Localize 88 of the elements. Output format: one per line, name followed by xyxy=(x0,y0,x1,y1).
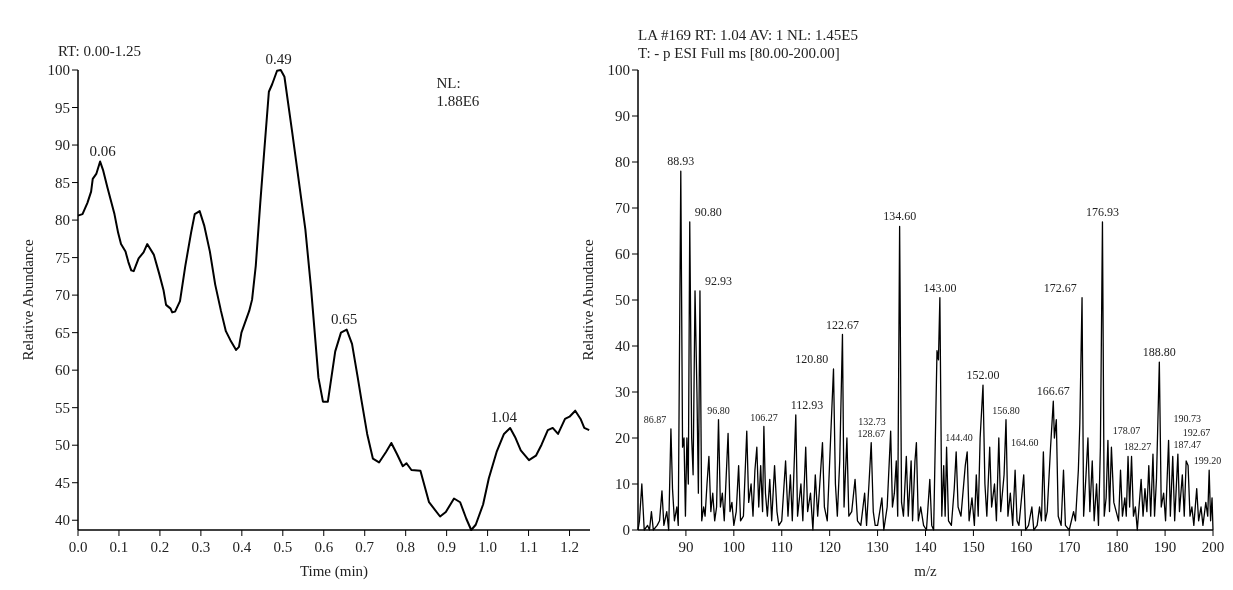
x-axis-title: Time (min) xyxy=(299,563,369,580)
annotation: 96.80 xyxy=(707,404,730,416)
y-tick-label: 55 xyxy=(55,399,70,416)
x-tick-label: 0.3 xyxy=(191,539,211,555)
y-tick-label: 10 xyxy=(615,476,630,493)
y-axis-title: Relative Abundance xyxy=(20,239,36,361)
y-tick-label: 80 xyxy=(615,154,630,171)
annotation: 166.67 xyxy=(1036,384,1070,399)
y-tick-label: 90 xyxy=(55,137,70,154)
x-tick-label: 140 xyxy=(914,539,937,555)
x-tick-label: 180 xyxy=(1105,539,1129,555)
x-tick-label: 0.8 xyxy=(396,539,416,555)
x-tick-label: 160 xyxy=(1010,539,1033,555)
x-tick-label: 0.6 xyxy=(314,539,334,555)
y-axis-title: Relative Abundance xyxy=(580,239,596,361)
annotation: 0.65 xyxy=(331,310,358,327)
x-tick-label: 90 xyxy=(678,539,694,555)
y-tick-label: 100 xyxy=(607,62,630,79)
annotation: 152.00 xyxy=(966,368,1000,383)
annotation: 86.87 xyxy=(643,413,667,425)
annotation: 106.27 xyxy=(750,411,778,423)
x-tick-label: 0.4 xyxy=(232,539,252,555)
x-tick-label: 120 xyxy=(818,539,841,555)
x-tick-label: 0.9 xyxy=(437,539,457,555)
x-tick-label: 0.7 xyxy=(355,539,375,555)
annotation: 0.06 xyxy=(89,142,117,159)
annotation: 176.93 xyxy=(1085,204,1119,219)
x-axis-title: m/z xyxy=(914,563,938,579)
y-tick-label: 20 xyxy=(615,430,630,447)
annotation: 164.60 xyxy=(1011,436,1039,448)
annotation: 172.67 xyxy=(1043,280,1077,295)
x-tick-label: 150 xyxy=(962,539,985,555)
x-tick-label: 200 xyxy=(1201,539,1225,555)
annotation: 143.00 xyxy=(923,280,957,295)
annotation: 88.93 xyxy=(667,154,695,169)
y-tick-label: 65 xyxy=(55,324,70,341)
annotation: 182.27 xyxy=(1123,441,1152,453)
annotation: 178.07 xyxy=(1112,425,1141,437)
annotation: 0.49 xyxy=(265,51,292,67)
y-tick-label: 80 xyxy=(55,212,70,229)
y-tick-label: 100 xyxy=(47,62,70,79)
chart-subtitle: T: - p ESI Full ms [80.00-200.00] xyxy=(638,45,840,61)
y-tick-label: 40 xyxy=(55,512,70,529)
x-tick-label: 1.2 xyxy=(560,539,579,555)
annotation: 128.67 xyxy=(857,427,885,439)
annotation: 122.67 xyxy=(825,317,859,332)
y-tick-label: 40 xyxy=(615,338,630,355)
annotation: 192.67 xyxy=(1182,427,1211,439)
x-tick-label: 100 xyxy=(722,539,746,555)
x-tick-label: 130 xyxy=(866,539,889,555)
annotation: 187.47 xyxy=(1173,439,1202,451)
annotation: 1.04 xyxy=(490,408,518,425)
annotation: 156.80 xyxy=(992,404,1020,416)
annotation: 132.73 xyxy=(858,416,886,428)
annotation: NL: 1.88E6 xyxy=(436,75,480,109)
y-tick-label: 70 xyxy=(55,287,70,304)
annotation: 144.40 xyxy=(945,432,973,444)
y-tick-label: 85 xyxy=(55,174,70,191)
y-tick-label: 90 xyxy=(615,108,630,125)
y-tick-label: 50 xyxy=(615,292,630,309)
x-tick-label: 190 xyxy=(1153,539,1177,555)
x-tick-label: 170 xyxy=(1058,539,1081,555)
y-tick-label: 30 xyxy=(615,384,630,401)
y-tick-label: 70 xyxy=(615,200,630,217)
x-tick-label: 0.2 xyxy=(150,539,170,555)
annotation: 112.93 xyxy=(790,398,824,412)
x-tick-label: 1.1 xyxy=(519,539,538,555)
x-tick-label: 1.0 xyxy=(478,539,497,555)
y-tick-label: 45 xyxy=(55,474,70,491)
annotation: 188.80 xyxy=(1142,345,1176,360)
annotation: 120.80 xyxy=(795,352,829,366)
y-tick-label: 60 xyxy=(615,246,630,263)
annotation: 199.20 xyxy=(1193,455,1222,467)
x-tick-label: 110 xyxy=(770,539,793,555)
annotation: 134.60 xyxy=(883,209,917,224)
y-tick-label: 75 xyxy=(55,249,70,266)
y-tick-label: 0 xyxy=(622,522,630,539)
x-tick-label: 0.1 xyxy=(109,539,129,555)
annotation: 190.73 xyxy=(1173,413,1201,425)
annotation: 92.93 xyxy=(705,273,733,288)
y-tick-label: 60 xyxy=(55,362,70,379)
y-tick-label: 50 xyxy=(55,437,70,454)
y-tick-label: 95 xyxy=(55,99,70,116)
x-tick-label: 0.0 xyxy=(68,539,88,555)
annotation: 90.80 xyxy=(694,204,722,219)
chart-title: RT: 0.00-1.25 xyxy=(58,43,141,59)
chart-title: LA #169 RT: 1.04 AV: 1 NL: 1.45E5 xyxy=(638,27,858,43)
x-tick-label: 0.5 xyxy=(273,539,293,555)
